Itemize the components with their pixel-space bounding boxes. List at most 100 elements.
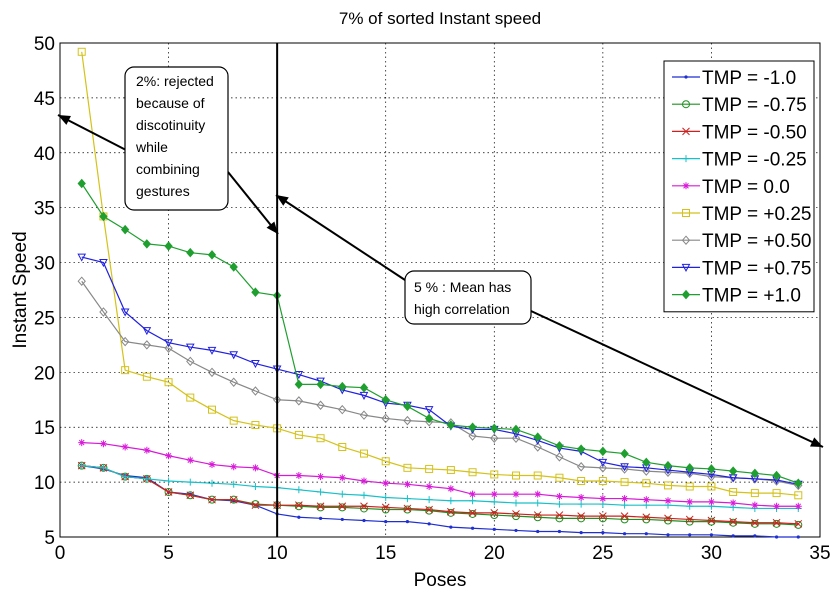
data-point (685, 515, 694, 524)
data-point (338, 503, 347, 512)
data-point (599, 495, 607, 503)
legend-label: TMP = +0.75 (702, 258, 812, 279)
legend-label: TMP = +0.25 (702, 204, 812, 225)
data-point (685, 463, 694, 473)
arrow-head (266, 221, 278, 234)
data-point (164, 488, 173, 496)
series-line (81, 465, 799, 525)
data-point (468, 431, 477, 441)
data-point (577, 500, 585, 508)
data-point (750, 468, 760, 479)
data-point (251, 360, 260, 369)
data-point (77, 253, 87, 262)
data-point (316, 377, 325, 386)
data-point (403, 463, 412, 472)
data-point (338, 381, 347, 392)
data-point (620, 464, 629, 474)
data-point (642, 515, 651, 524)
data-point (338, 404, 347, 415)
data-point (251, 287, 260, 297)
data-point (447, 485, 455, 493)
legend-item: TMP = -1.0 (672, 68, 796, 89)
legend-label: TMP = +0.50 (702, 231, 812, 252)
data-point (120, 336, 130, 347)
data-point (403, 480, 411, 488)
data-point (229, 351, 239, 360)
data-point (316, 503, 325, 512)
data-point (664, 497, 672, 505)
data-point (403, 504, 412, 513)
data-point (794, 519, 803, 528)
data-point (469, 497, 477, 505)
data-point (681, 263, 691, 272)
arrow-line (57, 114, 127, 151)
data-point (121, 443, 129, 451)
data-point (681, 235, 691, 245)
data-point (555, 441, 564, 451)
data-point (251, 386, 260, 396)
data-point (295, 472, 303, 480)
data-point (728, 466, 738, 476)
data-point (164, 378, 173, 387)
data-point (121, 473, 129, 481)
data-point (642, 466, 651, 476)
y-axis-label: Instant Speed (10, 231, 31, 348)
data-point (229, 262, 238, 272)
data-point (468, 468, 477, 477)
legend-item: TMP = +0.75 (672, 258, 812, 279)
data-point (621, 495, 629, 503)
data-point (142, 340, 152, 350)
data-point (664, 514, 672, 523)
data-point (468, 508, 477, 517)
data-point (666, 533, 670, 537)
data-point (601, 531, 605, 535)
data-point (729, 518, 738, 527)
data-point (99, 464, 107, 472)
data-point (534, 499, 542, 507)
data-point (555, 452, 564, 462)
arrow-head (58, 115, 71, 125)
x-tick-label: 25 (592, 543, 613, 564)
x-tick-label: 0 (55, 543, 66, 564)
data-point (642, 457, 651, 468)
data-point (598, 463, 608, 473)
data-point (381, 503, 390, 512)
data-point (446, 420, 456, 430)
data-point (621, 501, 629, 509)
data-point (555, 500, 563, 508)
data-point (644, 532, 648, 536)
data-point (360, 477, 368, 485)
data-point (164, 241, 173, 251)
data-point (186, 393, 195, 402)
data-point (534, 490, 542, 498)
data-point (427, 522, 431, 526)
data-point (251, 464, 259, 472)
data-point (360, 504, 368, 513)
data-point (620, 512, 629, 520)
legend-label: TMP = -0.25 (702, 150, 807, 171)
data-point (512, 471, 520, 480)
data-point (338, 502, 347, 511)
data-point (120, 308, 130, 317)
annotation-rejected-box: 2%: rejected because of discotinuity whi… (124, 66, 229, 211)
data-point (751, 501, 759, 509)
series-line (81, 51, 799, 496)
data-point (186, 491, 195, 500)
arrow-line (275, 194, 406, 281)
data-point (251, 483, 259, 491)
x-tick-label: 35 (809, 543, 830, 564)
y-tick-label: 35 (34, 199, 55, 220)
data-point (316, 502, 325, 511)
data-point (490, 423, 499, 434)
data-point (318, 516, 323, 520)
data-point (251, 501, 260, 510)
data-point (620, 463, 629, 472)
data-point (794, 478, 803, 488)
legend: TMP = -1.0 TMP = -0.75 TMP = -0.50 TMP = -0… (663, 60, 815, 313)
data-point (774, 535, 779, 539)
legend-label: TMP = -0.50 (702, 122, 807, 143)
data-point (490, 508, 499, 517)
data-point (120, 224, 130, 235)
data-point (514, 528, 518, 533)
data-point (557, 529, 562, 534)
